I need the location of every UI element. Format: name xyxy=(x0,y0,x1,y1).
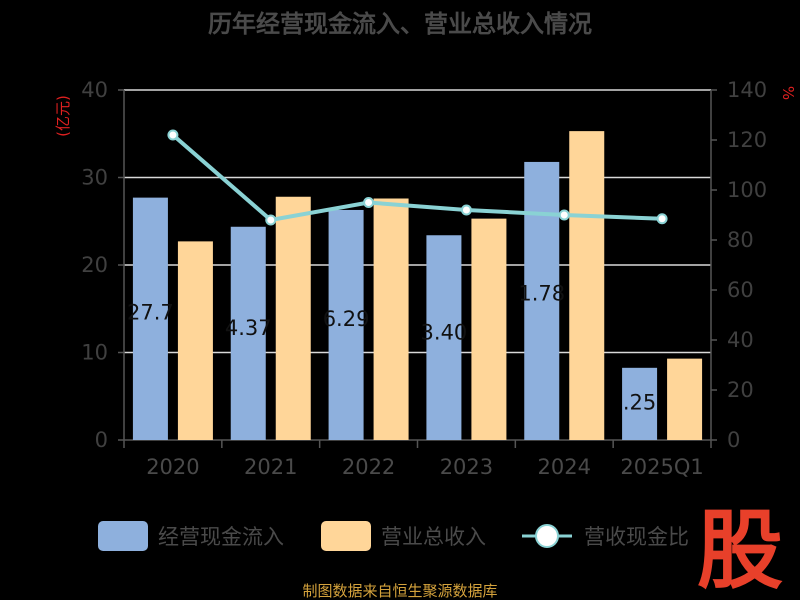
bar-revenue xyxy=(275,196,311,440)
bar-cash-inflow xyxy=(426,235,462,440)
right-tick-label: 60 xyxy=(727,278,754,302)
ratio-point xyxy=(460,204,472,216)
right-tick-label: 140 xyxy=(727,78,767,102)
x-category-label: 2021 xyxy=(244,455,297,479)
left-tick-label: 20 xyxy=(81,253,108,277)
bar-revenue xyxy=(569,131,605,440)
bar-data-label: 4.37 xyxy=(225,316,272,340)
axes xyxy=(118,89,717,448)
right-tick-label: 0 xyxy=(727,428,740,452)
bar-cash-inflow xyxy=(524,161,560,441)
tick-labels: 0 10 20 30 40 0 20 40 60 80 100 120 140 2020 2021 2022 2… xyxy=(81,78,767,479)
right-tick-label: 80 xyxy=(727,228,754,252)
bars xyxy=(132,131,703,441)
x-category-label: 2023 xyxy=(440,455,493,479)
right-tick-label: 20 xyxy=(727,378,754,402)
bar-cash-inflow xyxy=(622,367,658,440)
left-tick-label: 40 xyxy=(81,78,108,102)
legend-label-cash-inflow: 经营现金流入 xyxy=(158,525,284,549)
bar-data-label: 3.40 xyxy=(421,320,468,344)
left-tick-label: 0 xyxy=(95,428,108,452)
source-footer: 制图数据来自恒生聚源数据库 xyxy=(302,582,497,600)
ratio-point xyxy=(265,214,277,226)
ratio-point xyxy=(558,209,570,221)
x-category-label: 2022 xyxy=(342,455,395,479)
right-axis-unit: % xyxy=(779,86,797,100)
data-labels: 27.7 4.37 6.29 3.40 1.78 .25 xyxy=(127,282,656,415)
legend-swatch-cash-inflow xyxy=(98,521,148,551)
chart-title: 历年经营现金流入、营业总收入情况 xyxy=(208,10,592,38)
right-tick-label: 100 xyxy=(727,178,767,202)
bar-cash-inflow xyxy=(230,226,266,440)
legend-label-revenue: 营业总收入 xyxy=(381,525,486,549)
bar-revenue xyxy=(667,358,703,440)
watermark-stamp: 股 xyxy=(697,501,783,600)
ratio-point xyxy=(363,197,375,208)
right-tick-label: 40 xyxy=(727,328,754,352)
bar-revenue xyxy=(177,241,213,440)
bar-data-label: .25 xyxy=(623,391,656,415)
left-tick-label: 30 xyxy=(81,166,108,190)
left-tick-label: 10 xyxy=(81,341,108,365)
bar-data-label: 1.78 xyxy=(518,282,565,306)
bar-data-label: 27.7 xyxy=(127,301,174,325)
x-category-label: 2024 xyxy=(538,455,591,479)
legend: 经营现金流入 营业总收入 营收现金比 xyxy=(98,521,689,551)
ratio-point xyxy=(167,129,179,141)
bar-cash-inflow xyxy=(132,197,168,440)
legend-swatch-marker xyxy=(535,524,559,548)
x-category-label: 2025Q1 xyxy=(620,455,703,479)
right-tick-label: 120 xyxy=(727,128,767,152)
bar-revenue xyxy=(373,198,409,440)
legend-swatch-revenue xyxy=(321,521,371,551)
ratio-point xyxy=(656,213,668,225)
legend-label-ratio: 营收现金比 xyxy=(584,525,689,549)
left-axis-unit: (亿元) xyxy=(54,95,72,137)
bar-data-label: 6.29 xyxy=(323,307,370,331)
ratio-polyline xyxy=(171,133,663,223)
bar-revenue xyxy=(471,218,507,440)
x-category-label: 2020 xyxy=(146,455,199,479)
ratio-line xyxy=(167,129,668,226)
bar-cash-inflow xyxy=(328,209,364,440)
